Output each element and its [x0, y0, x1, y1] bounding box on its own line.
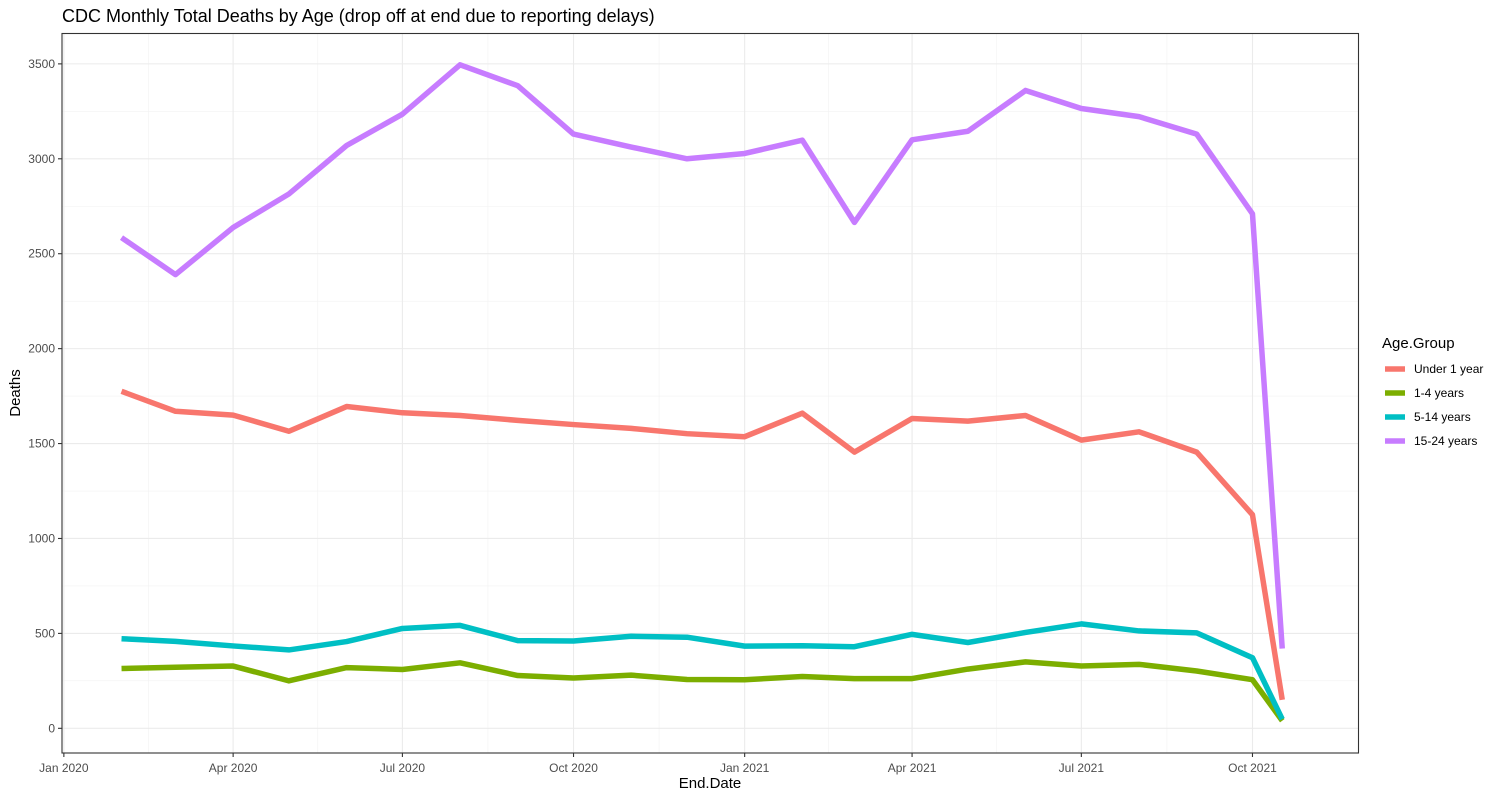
x-tick-label: Jan 2021: [720, 761, 770, 775]
y-tick-label: 3000: [28, 152, 55, 166]
y-tick-label: 500: [35, 626, 55, 640]
legend-label: Under 1 year: [1414, 362, 1483, 376]
x-tick-label: Jul 2020: [380, 761, 426, 775]
y-tick-label: 2500: [28, 247, 55, 261]
series-line-15-24-years: [119, 62, 1285, 649]
x-tick-label: Jul 2021: [1059, 761, 1105, 775]
legend-label: 5-14 years: [1414, 410, 1471, 424]
x-tick-label: Apr 2021: [888, 761, 937, 775]
chart-title: CDC Monthly Total Deaths by Age (drop of…: [62, 6, 655, 26]
legend-label: 1-4 years: [1414, 386, 1464, 400]
panel-border: [61, 32, 1360, 754]
y-tick-label: 1000: [28, 531, 55, 545]
y-tick-label: 0: [48, 721, 55, 735]
x-tick-label: Jan 2020: [39, 761, 89, 775]
series-line-5-14-years: [121, 621, 1285, 721]
x-axis: Jan 2020 Apr 2020 Jul 2020 Oct 2020 Jan 2021…: [39, 753, 1277, 775]
series-line-1-4-years: [121, 659, 1285, 723]
legend: Age.Group Under 1 year 1-4 years 5-14 year…: [1382, 335, 1483, 448]
series-lines: [119, 62, 1285, 723]
x-axis-title: End.Date: [679, 775, 742, 792]
y-axis-title: Deaths: [7, 369, 24, 417]
x-tick-label: Oct 2021: [1228, 761, 1277, 775]
legend-title: Age.Group: [1382, 335, 1455, 352]
x-tick-label: Oct 2020: [549, 761, 598, 775]
y-tick-label: 2000: [28, 342, 55, 356]
series-line-under-1-year: [120, 388, 1285, 701]
y-tick-label: 1500: [28, 437, 55, 451]
y-axis: 0 500 1000 1500 2000 2500 3000 3500: [28, 57, 62, 735]
x-tick-label: Apr 2020: [209, 761, 258, 775]
legend-label: 15-24 years: [1414, 434, 1477, 448]
y-tick-label: 3500: [28, 57, 55, 71]
